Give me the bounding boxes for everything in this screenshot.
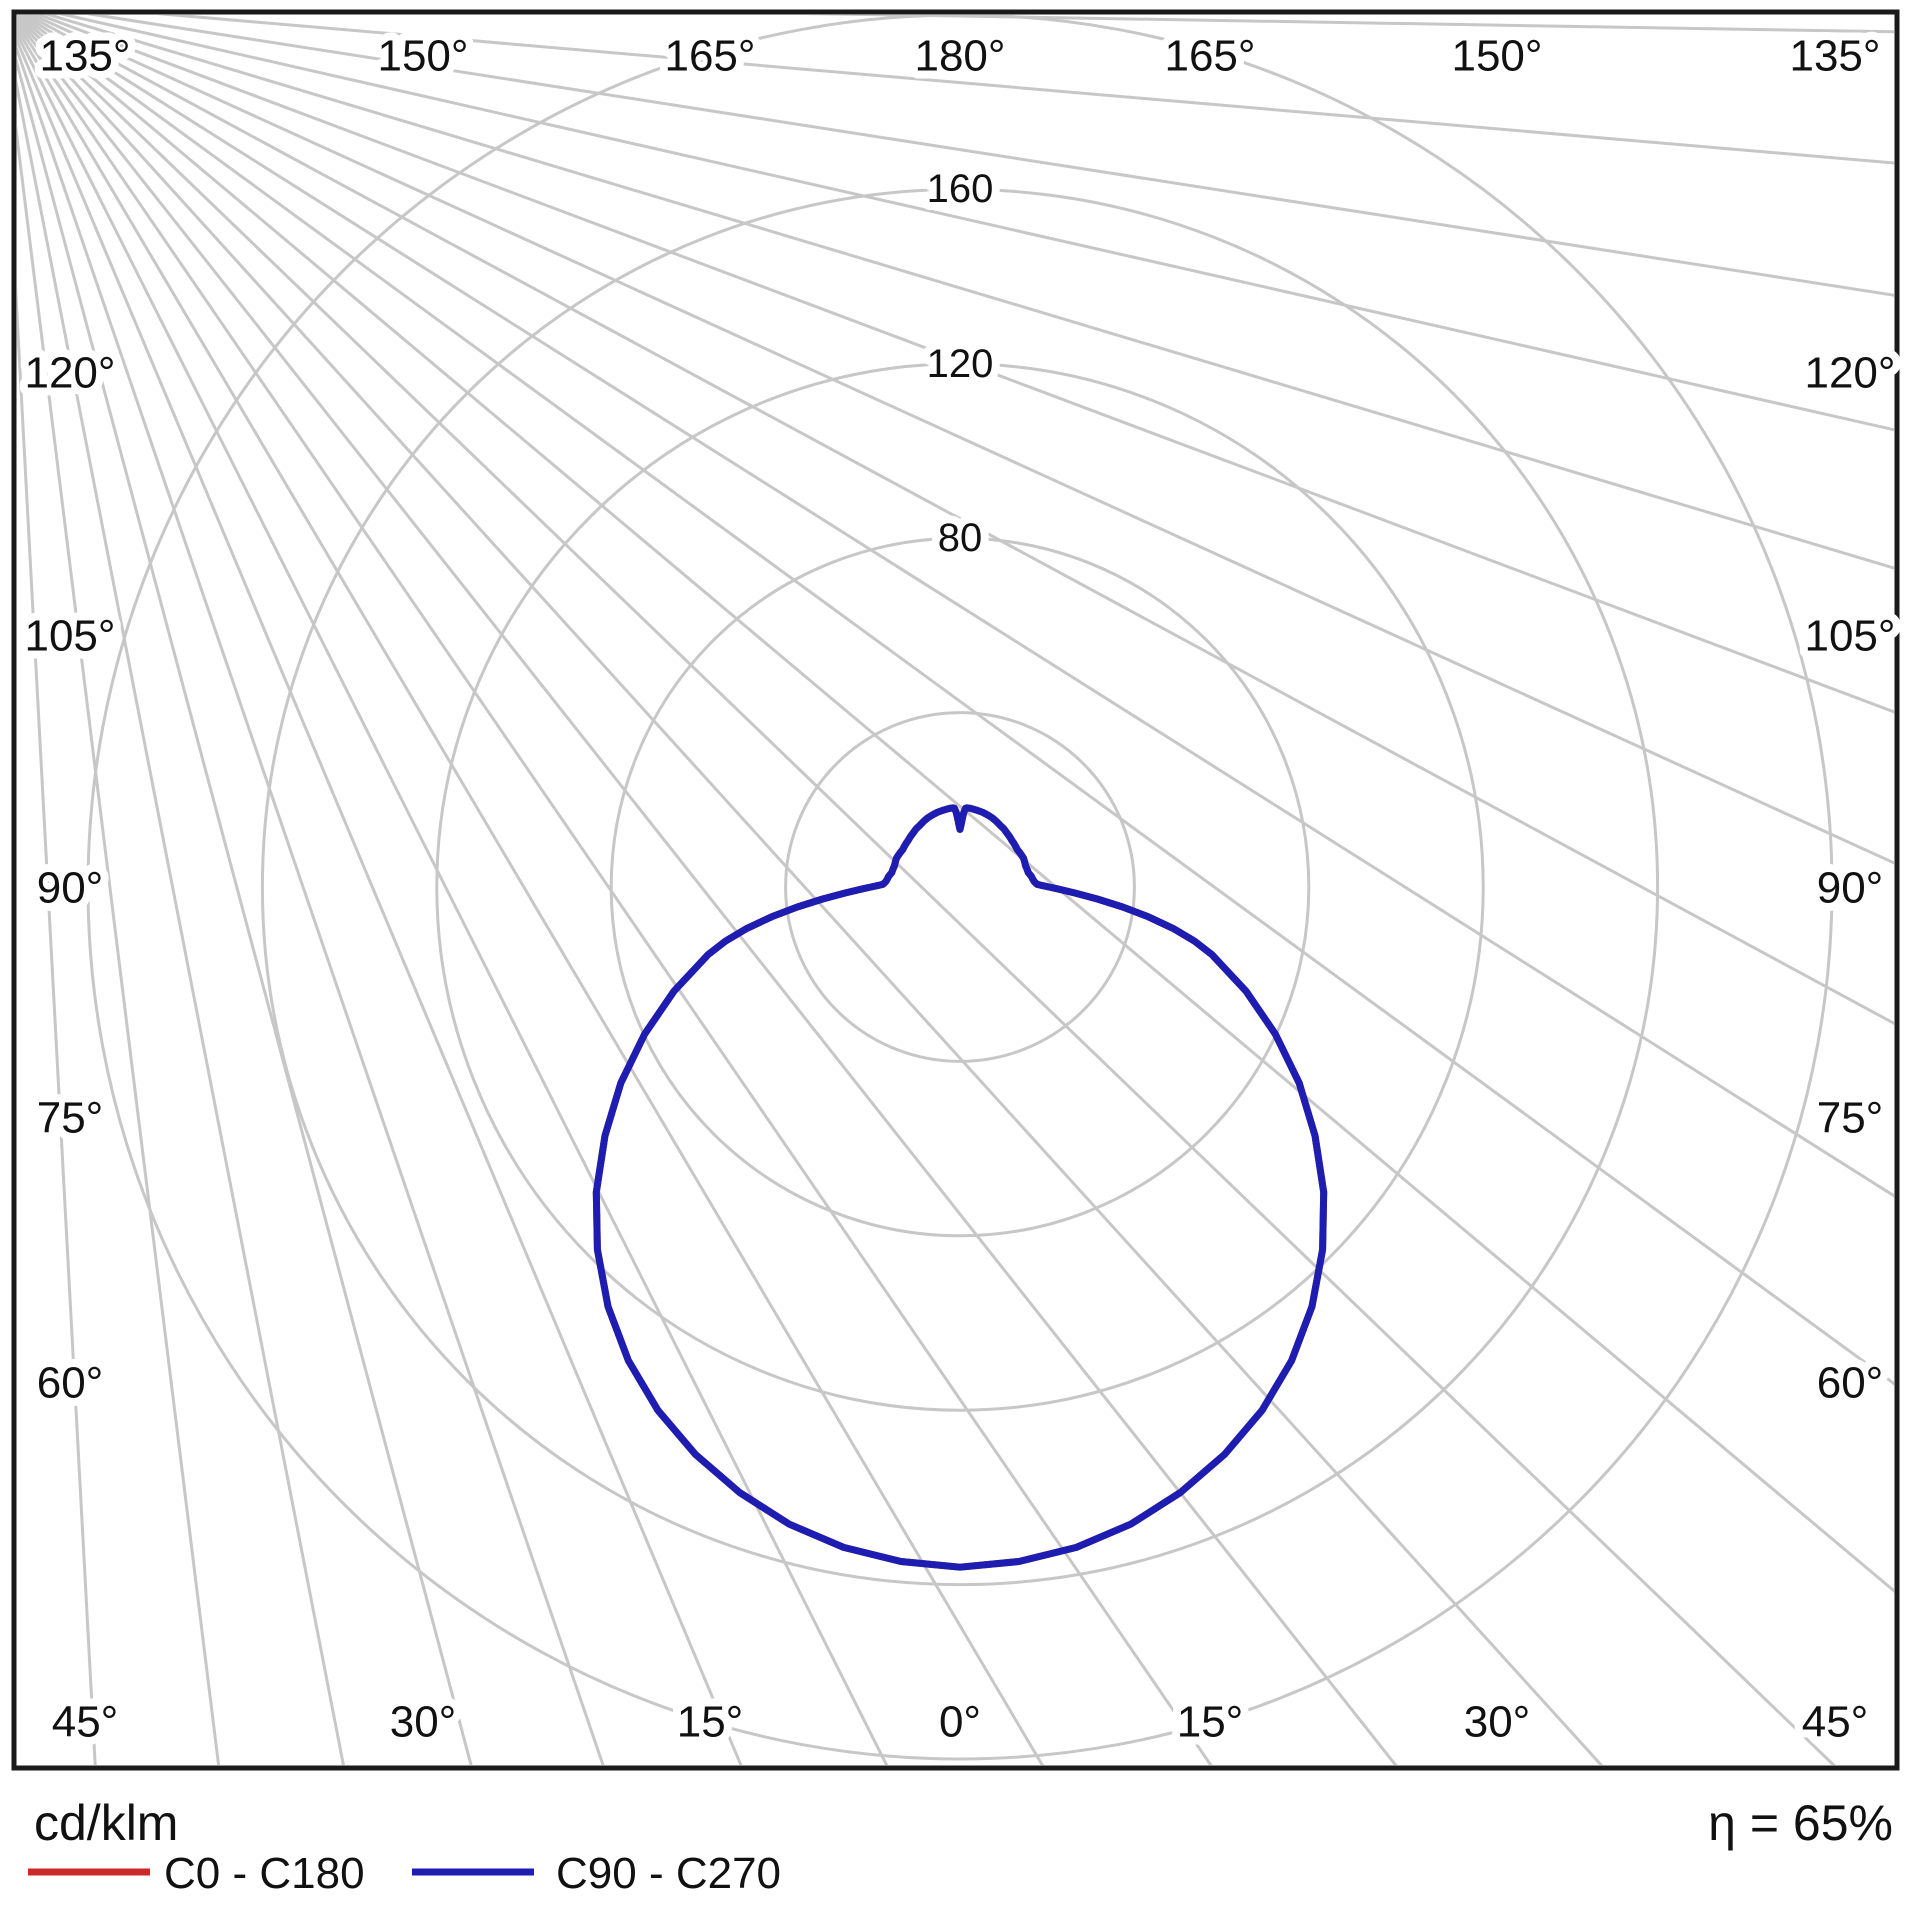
angle-label: 15° bbox=[1177, 1698, 1244, 1747]
grid-ray bbox=[29, 15, 1894, 865]
angle-label: 120° bbox=[1804, 349, 1895, 398]
grid-ray bbox=[17, 15, 1836, 1765]
angle-label: 75° bbox=[37, 1094, 104, 1143]
grid-ring bbox=[435, 362, 1485, 1412]
angle-axis-labels: 135° 150° 165° 180° 165° 150° 135° 120° 105° 90° 7… bbox=[16, 24, 1903, 1755]
intensity-curves bbox=[592, 804, 1328, 1571]
grid-ray bbox=[17, 36, 743, 1765]
curve-c0-c180 bbox=[592, 804, 1328, 1571]
angle-label: 60° bbox=[1817, 1359, 1884, 1408]
grid-ring bbox=[260, 187, 1660, 1587]
grid-ray bbox=[17, 22, 1213, 1765]
angle-label: 90° bbox=[1817, 864, 1884, 913]
angle-label: 150° bbox=[1451, 32, 1542, 81]
angle-label: 105° bbox=[24, 612, 115, 661]
grid-ray bbox=[804, 15, 1894, 34]
grid-ray bbox=[17, 125, 221, 1765]
angle-label: 0° bbox=[939, 1698, 981, 1747]
grid-ray bbox=[17, 19, 1398, 1765]
angle-label: 135° bbox=[1789, 32, 1880, 81]
angle-label: 135° bbox=[39, 32, 130, 81]
ring-label: 80 bbox=[938, 516, 983, 560]
angle-label: 30° bbox=[1464, 1698, 1531, 1747]
angle-label: 75° bbox=[1817, 1094, 1884, 1143]
curve-c90-c270 bbox=[592, 804, 1328, 1571]
angle-label: 45° bbox=[52, 1698, 119, 1747]
grid-ray bbox=[17, 30, 889, 1765]
angle-label: 150° bbox=[377, 32, 468, 81]
legend-label-c0-c180: C0 - C180 bbox=[164, 1849, 365, 1898]
grid-ray bbox=[86, 15, 1894, 297]
grid-ray bbox=[44, 15, 1894, 570]
grid-ray bbox=[24, 15, 1894, 1026]
plot-border bbox=[11, 9, 1900, 1771]
grid-ray bbox=[17, 79, 345, 1765]
angle-label: 180° bbox=[914, 32, 1005, 81]
angle-label: 165° bbox=[1164, 32, 1255, 81]
angle-label: 165° bbox=[664, 32, 755, 81]
grid-ray bbox=[17, 25, 1045, 1765]
grid-ray bbox=[17, 45, 605, 1765]
grid-ray bbox=[35, 15, 1894, 714]
ring-label: 160 bbox=[927, 167, 994, 211]
angle-label: 105° bbox=[1804, 612, 1895, 661]
grid-ray bbox=[156, 15, 1894, 165]
grid-ray bbox=[17, 16, 1604, 1765]
grid-ray bbox=[20, 15, 1894, 1198]
grid-ray bbox=[17, 287, 97, 1765]
grid-ray bbox=[17, 57, 473, 1765]
legend: C0 - C180 C90 - C270 bbox=[28, 1849, 781, 1898]
grid-ray bbox=[59, 15, 1894, 432]
unit-label: cd/klm bbox=[34, 1795, 178, 1851]
grid-ring bbox=[784, 711, 1136, 1063]
efficiency-label: η = 65% bbox=[1708, 1795, 1893, 1851]
ring-label: 120 bbox=[927, 342, 994, 386]
angle-label: 45° bbox=[1802, 1698, 1869, 1747]
grid-ray bbox=[17, 15, 1894, 1593]
legend-label-c90-c270: C90 - C270 bbox=[556, 1849, 781, 1898]
grid-ring bbox=[86, 15, 1834, 1761]
grid-ring bbox=[609, 536, 1311, 1238]
grid-ray bbox=[17, 15, 1894, 1386]
angle-label: 60° bbox=[37, 1359, 104, 1408]
angle-label: 90° bbox=[37, 864, 104, 913]
radial-axis-labels: 80 120 160 bbox=[919, 159, 1002, 568]
angle-label: 15° bbox=[677, 1698, 744, 1747]
angle-label: 120° bbox=[24, 349, 115, 398]
angle-label: 30° bbox=[390, 1698, 457, 1747]
